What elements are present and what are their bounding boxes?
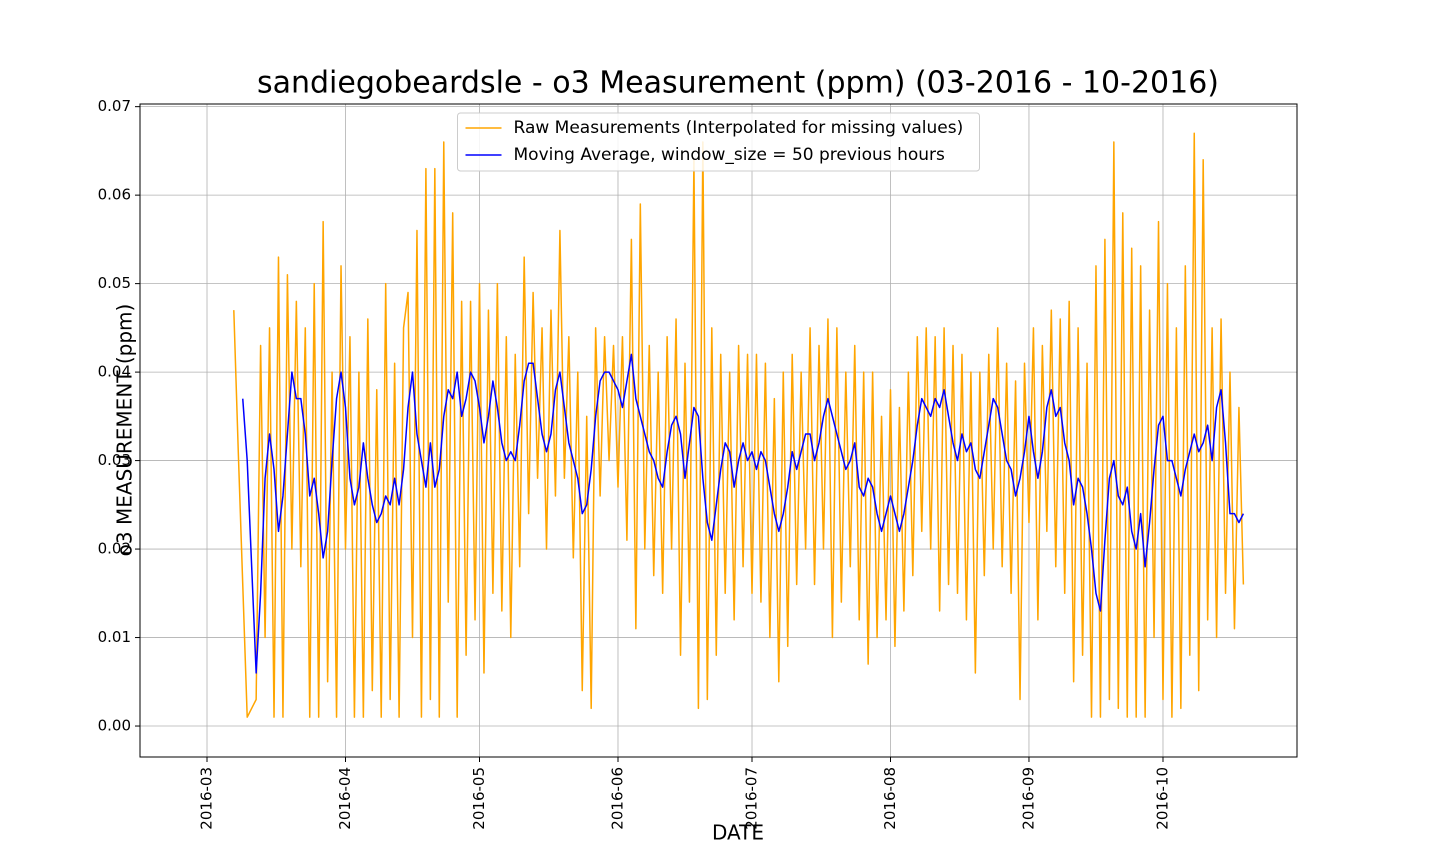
legend-label: Moving Average, window_size = 50 previou… [514,145,946,165]
y-tick-label: 0.05 [98,274,131,292]
y-tick-label: 0.07 [98,97,131,115]
x-axis-label: DATE [712,821,764,845]
y-axis-label: o3 MEASUREMENT (ppm) [113,304,137,557]
x-tick-label: 2016-10 [1153,767,1171,830]
y-tick-label: 0.04 [98,363,131,381]
x-tick-label: 2016-05 [470,767,488,830]
x-tick-label: 2016-07 [743,767,761,830]
x-tick-label: 2016-03 [198,767,216,830]
data-line [233,132,1245,718]
legend-box [457,112,980,172]
x-tick-label: 2016-04 [336,767,354,830]
x-tick-label: 2016-08 [881,767,899,830]
y-tick-label: 0.00 [98,717,131,735]
x-tick-label: 2016-09 [1019,767,1037,830]
plot-frame [139,103,1298,758]
x-tick-label: 2016-06 [608,767,626,830]
y-tick-label: 0.03 [98,451,131,469]
y-tick-label: 0.06 [98,186,131,204]
legend: Raw Measurements (Interpolated for missi… [457,112,980,172]
y-tick-label: 0.02 [98,540,131,558]
y-tick-label: 0.01 [98,628,131,646]
chart-title: sandiegobeardsle - o3 Measurement (ppm) … [257,66,1219,101]
data-line [242,353,1245,674]
legend-label: Raw Measurements (Interpolated for missi… [514,118,964,138]
